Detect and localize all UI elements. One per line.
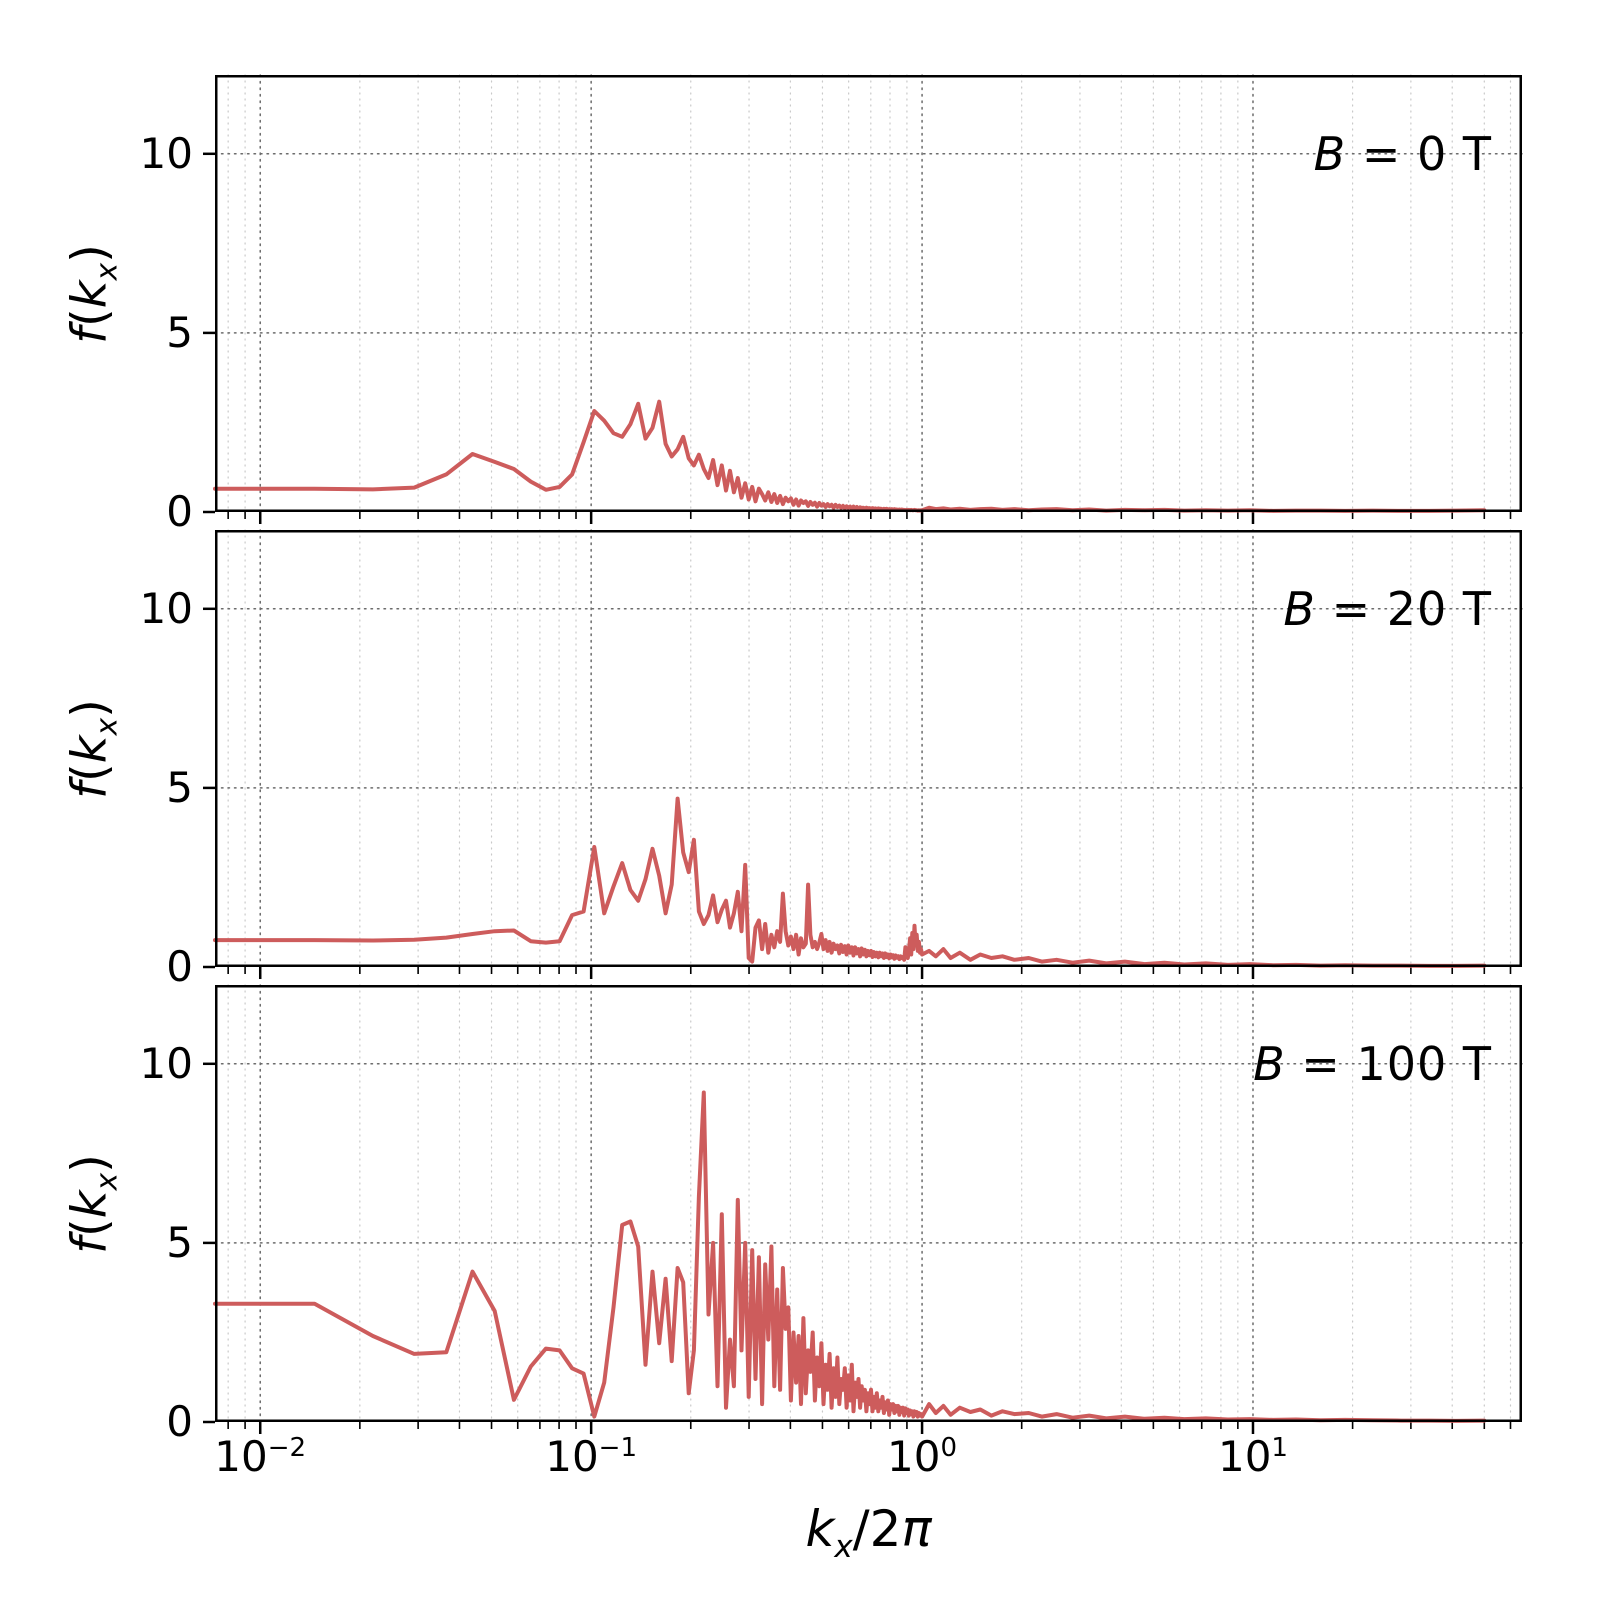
y-tick-label: 10 xyxy=(139,583,193,633)
x-tick-label: 100 xyxy=(887,1432,958,1481)
panel-b-20: B = 20 T f(kx) 0 5 10 xyxy=(62,529,1523,991)
axes-spine xyxy=(215,985,1522,1422)
corner-label-b-100: B = 100 T xyxy=(1253,1037,1492,1091)
corner-label-b-0: B = 0 T xyxy=(1313,127,1492,181)
series-line xyxy=(213,1090,1487,1423)
axes-spine xyxy=(215,75,1522,512)
x-tick-labels: 10−2 10−1 100 101 xyxy=(214,1432,1522,1492)
tick-marks xyxy=(203,607,1512,979)
corner-label-b-20: B = 20 T xyxy=(1283,582,1492,636)
axes-spine xyxy=(215,530,1522,967)
y-tick-label: 10 xyxy=(139,1038,193,1088)
series-line xyxy=(213,796,1487,968)
y-tick-label: 5 xyxy=(166,307,193,357)
y-tick-label: 5 xyxy=(166,1217,193,1267)
y-tick-label: 0 xyxy=(166,487,193,536)
y-tick-label: 0 xyxy=(166,942,193,991)
plot-area-b-100 xyxy=(203,984,1523,1434)
panel-b-100: B = 100 T f(kx) 0 5 10 xyxy=(62,984,1523,1446)
series-line xyxy=(213,399,1487,513)
grid xyxy=(214,984,1523,1423)
x-tick-label: 10−2 xyxy=(214,1432,307,1481)
panel-b-0: B = 0 T f(kx) 0 5 10 xyxy=(62,74,1523,536)
x-tick-label: 101 xyxy=(1217,1432,1288,1481)
grid xyxy=(214,529,1523,968)
tick-marks xyxy=(203,1062,1512,1434)
x-axis-label: kx/2π xyxy=(805,1500,932,1565)
plot-area-b-0 xyxy=(203,74,1523,524)
y-tick-label: 5 xyxy=(166,762,193,812)
y-tick-label: 10 xyxy=(139,128,193,178)
x-tick-label: 10−1 xyxy=(545,1432,638,1481)
plot-area-b-20 xyxy=(203,529,1523,979)
tick-marks xyxy=(203,152,1512,524)
grid xyxy=(214,74,1523,513)
y-tick-label: 0 xyxy=(166,1397,193,1446)
